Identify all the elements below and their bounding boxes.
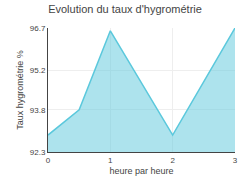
svg-text:3: 3 [233, 156, 238, 165]
svg-text:Evolution du taux d'hygrométri: Evolution du taux d'hygrométrie [48, 3, 202, 15]
svg-text:95.2: 95.2 [30, 66, 46, 75]
svg-text:1: 1 [108, 156, 113, 165]
svg-text:Taux hygrométrie %: Taux hygrométrie % [15, 50, 25, 130]
svg-text:0: 0 [46, 156, 51, 165]
svg-text:96.7: 96.7 [30, 24, 46, 33]
svg-text:heure par heure: heure par heure [109, 166, 173, 176]
svg-text:92.3: 92.3 [30, 148, 46, 157]
svg-text:2: 2 [170, 156, 175, 165]
svg-text:93.8: 93.8 [30, 106, 46, 115]
